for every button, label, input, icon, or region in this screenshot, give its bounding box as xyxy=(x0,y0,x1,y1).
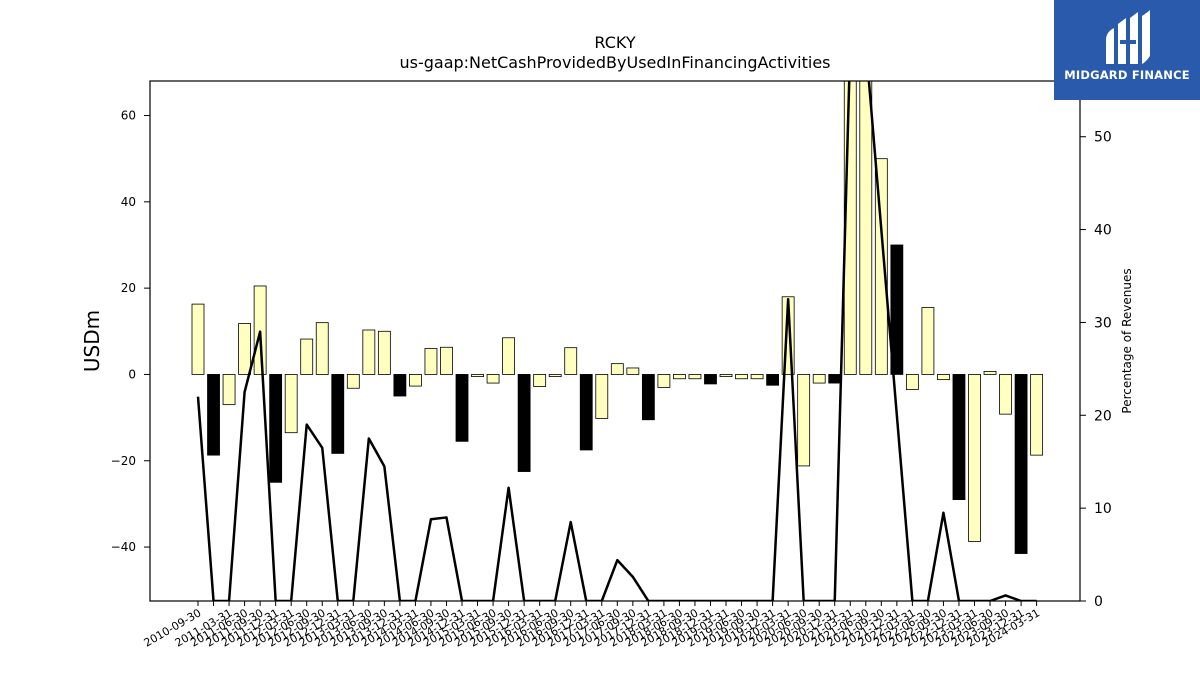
bar-2020-12-31 xyxy=(828,374,842,384)
bar-2023-03-31 xyxy=(968,374,981,542)
bar-2010-12-31 xyxy=(207,374,220,456)
bar-2014-03-31 xyxy=(409,374,422,387)
bar-2017-06-30 xyxy=(610,363,624,375)
bar-2023-06-30 xyxy=(983,371,997,375)
bar-2013-06-30 xyxy=(362,329,376,375)
bar-2019-03-31 xyxy=(719,374,733,378)
bar-2012-12-31 xyxy=(331,374,345,454)
bar-2010-09-30 xyxy=(191,303,205,375)
bar-2021-09-30 xyxy=(874,158,888,375)
bar-2018-12-31 xyxy=(704,374,717,385)
bar-2022-03-31 xyxy=(905,374,919,390)
bar-2011-03-31 xyxy=(222,374,236,406)
bar-2013-12-31 xyxy=(393,374,407,397)
bar-2014-12-31 xyxy=(455,374,469,442)
bar-2013-03-31 xyxy=(346,374,360,389)
bar-2014-09-30 xyxy=(440,346,453,375)
right-y-axis: 0 10 20 30 40 50 xyxy=(1080,130,1112,610)
plot-frame xyxy=(149,80,1081,602)
bar-2023-09-30 xyxy=(999,374,1012,415)
line-layer xyxy=(196,81,1037,601)
bar-2020-09-30 xyxy=(812,374,826,384)
left-tick-label: 0 xyxy=(128,367,136,381)
left-tick-label: 60 xyxy=(121,109,136,123)
left-tick-label: 40 xyxy=(121,195,136,209)
bar-2015-09-30 xyxy=(502,337,516,375)
bar-2018-03-31 xyxy=(657,374,671,388)
bar-2015-06-30 xyxy=(486,374,500,384)
bar-2017-03-31 xyxy=(595,374,609,419)
bar-2015-03-31 xyxy=(471,374,484,378)
bar-2016-03-31 xyxy=(533,374,547,387)
bar-2024-03-31 xyxy=(1030,374,1044,456)
bar-2022-06-30 xyxy=(921,307,935,375)
bar-2017-12-31 xyxy=(641,374,655,421)
bar-2020-06-30 xyxy=(797,374,811,467)
bar-2016-06-30 xyxy=(548,374,562,378)
right-tick-label: 50 xyxy=(1094,130,1112,146)
bar-2019-06-30 xyxy=(735,374,748,380)
bar-2018-06-30 xyxy=(673,374,686,380)
right-tick-label: 40 xyxy=(1094,223,1112,239)
midgard-finance-logo: MIDGARD FINANCE xyxy=(1054,0,1200,100)
y-axis-label-left: USDm xyxy=(80,310,104,372)
bar-2021-06-30 xyxy=(859,81,873,375)
bar-2019-12-31 xyxy=(766,374,780,386)
bar-2021-12-31 xyxy=(890,244,904,375)
right-tick-label: 10 xyxy=(1094,501,1112,517)
bar-2018-09-30 xyxy=(688,374,702,380)
x-axis: 2010-09-302011-03-312011-06-302011-09-30… xyxy=(142,601,1042,650)
chart-subtitle: us-gaap:NetCashProvidedByUsedInFinancing… xyxy=(399,53,830,72)
bar-2013-09-30 xyxy=(377,330,391,375)
left-y-axis: −40 −20 0 20 40 60 xyxy=(111,109,150,554)
bar-2019-09-30 xyxy=(750,374,764,380)
percentage-line xyxy=(196,81,1037,601)
left-tick-label: −40 xyxy=(111,540,136,554)
bar-2011-06-30 xyxy=(238,323,251,375)
chart-title: RCKY xyxy=(594,33,635,52)
left-tick-label: −20 xyxy=(111,454,136,468)
bar-2014-06-30 xyxy=(424,348,438,375)
bar-2012-03-31 xyxy=(284,374,298,434)
bar-2017-09-30 xyxy=(626,367,640,375)
right-tick-label: 30 xyxy=(1094,315,1112,331)
left-tick-label: 20 xyxy=(121,281,136,295)
bar-2011-12-31 xyxy=(269,374,283,483)
bar-2011-09-30 xyxy=(253,285,267,375)
bar-2022-12-31 xyxy=(952,374,966,500)
bar-2012-09-30 xyxy=(315,322,329,375)
bar-2022-09-30 xyxy=(937,374,950,381)
right-tick-label: 0 xyxy=(1094,594,1103,610)
logo-text: MIDGARD FINANCE xyxy=(1064,68,1190,82)
bar-2016-09-30 xyxy=(564,347,578,375)
bar-2023-12-31 xyxy=(1014,374,1028,554)
right-tick-label: 20 xyxy=(1094,408,1112,424)
logo-mark-icon xyxy=(1106,10,1150,64)
bar-2016-12-31 xyxy=(579,374,593,451)
bar-2012-06-30 xyxy=(300,338,314,375)
bar-2015-12-31 xyxy=(517,374,531,472)
y-axis-label-right: Percentage of Revenues xyxy=(1120,268,1134,413)
bars-layer xyxy=(191,81,1044,554)
